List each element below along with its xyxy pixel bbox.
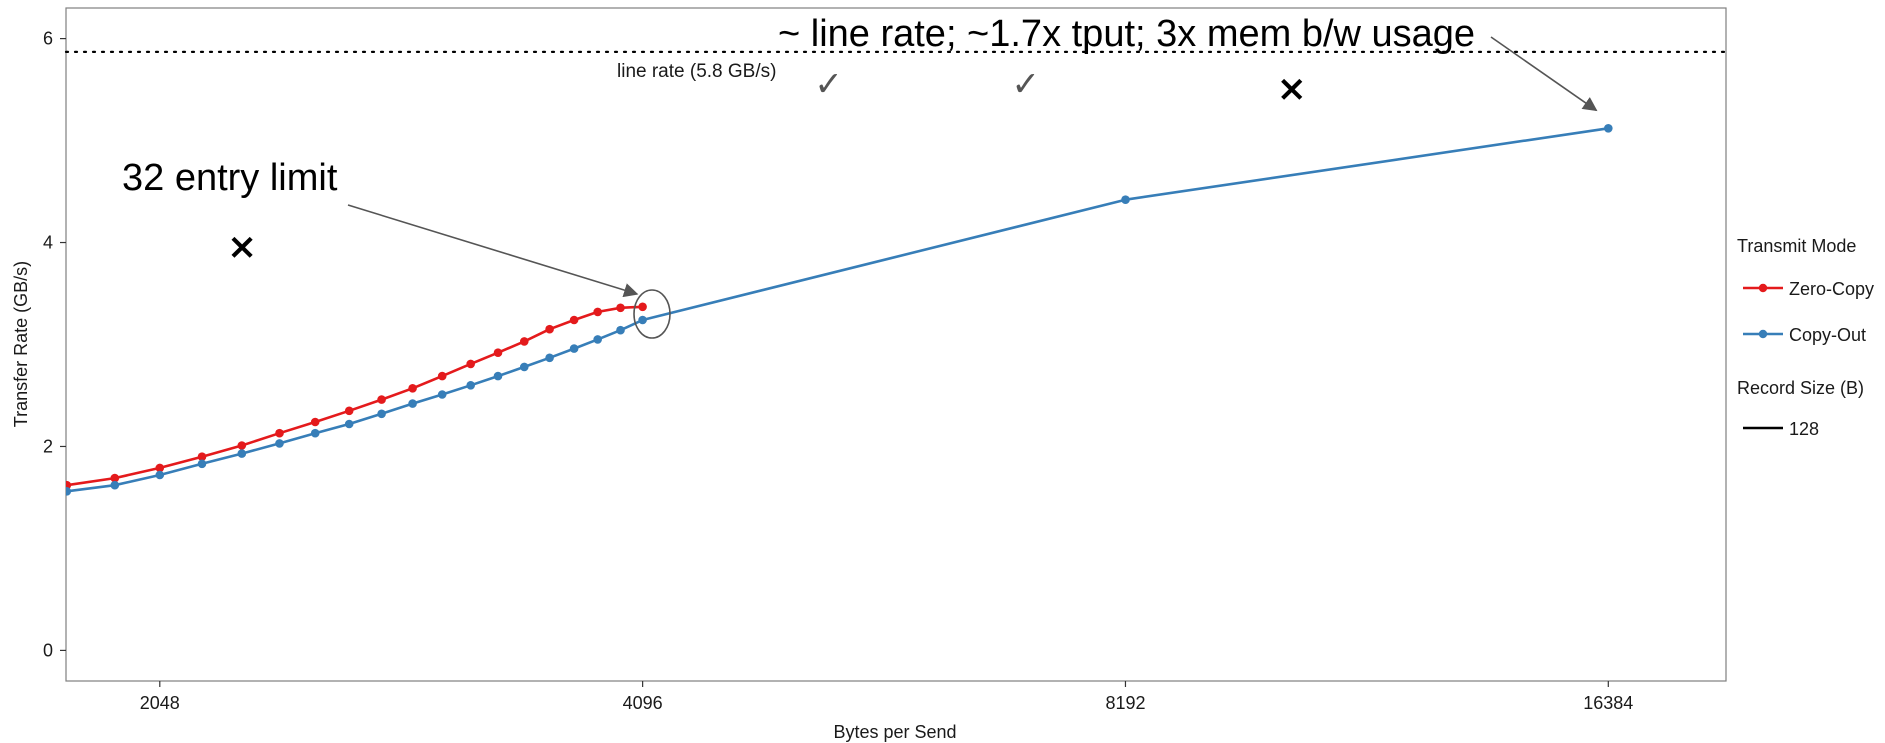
x-tick-label-16384: 16384 <box>1583 693 1633 713</box>
data-point-copy-out-2048 <box>155 470 165 480</box>
reference-line-group: line rate (5.8 GB/s) <box>64 50 1728 82</box>
data-point-zero-copy-3584 <box>545 324 554 334</box>
legend-key-copy-out-point <box>1758 329 1768 339</box>
data-point-copy-out-3840 <box>593 335 602 344</box>
y-axis-title: Transfer Rate (GB/s) <box>11 261 31 427</box>
data-point-zero-copy-3712 <box>569 315 579 325</box>
data-point-copy-out-2816 <box>377 409 386 419</box>
annotation-arrow-line-rate <box>1490 36 1598 112</box>
axes: 2048 4096 8192 16384 0 2 4 6 <box>43 29 1633 713</box>
y-tick-label-2: 2 <box>43 436 53 456</box>
data-point-copy-out-2304 <box>237 449 247 458</box>
y-tick-label-6: 6 <box>43 29 53 49</box>
data-point-zero-copy-1920 <box>110 473 120 483</box>
cross-mark-1: × <box>227 227 257 268</box>
data-point-zero-copy-2432 <box>275 428 284 438</box>
legend-title-transmit-mode: Transmit Mode <box>1737 236 1856 256</box>
legend-label-record-size-128: 128 <box>1789 419 1819 439</box>
data-point-copy-out-1920 <box>110 480 120 490</box>
annotation-32-entry-limit: 32 entry limit <box>122 157 338 199</box>
data-point-zero-copy-3968 <box>616 303 625 313</box>
data-point-zero-copy-3840 <box>593 307 602 317</box>
data-point-copy-out-3712 <box>569 344 579 353</box>
x-tick-label-2048: 2048 <box>140 693 180 713</box>
data-point-zero-copy-2944 <box>408 384 417 393</box>
data-point-copy-out-2944 <box>408 399 417 408</box>
data-point-zero-copy-2688 <box>344 406 354 416</box>
data-point-copy-out-3968 <box>616 325 625 335</box>
check-mark-2: ✓ <box>814 64 843 104</box>
data-point-copy-out-3072 <box>437 390 447 399</box>
annotation-layer: ~ line rate; ~1.7x tput; 3x mem b/w usag… <box>122 13 1598 339</box>
plot-panel <box>65 7 1727 682</box>
data-point-zero-copy-3200 <box>466 359 476 369</box>
annotation-arrow-32-entry <box>347 204 639 298</box>
data-point-zero-copy-3072 <box>437 371 447 381</box>
cross-mark-4: × <box>1277 69 1307 110</box>
data-point-copy-out-2560 <box>310 428 320 438</box>
data-point-zero-copy-2816 <box>377 395 386 404</box>
data-point-copy-out-3456 <box>520 362 529 372</box>
data-point-zero-copy-4096 <box>638 302 647 312</box>
check-mark-3: ✓ <box>1012 64 1041 104</box>
data-point-copy-out-16384 <box>1604 124 1613 133</box>
y-tick-label-0: 0 <box>43 640 53 660</box>
x-tick-label-4096: 4096 <box>623 693 663 713</box>
annotation-line-rate-summary: ~ line rate; ~1.7x tput; 3x mem b/w usag… <box>778 13 1475 55</box>
data-point-copy-out-1792 <box>66 487 72 496</box>
data-point-zero-copy-2560 <box>310 417 320 427</box>
legend-title-record-size: Record Size (B) <box>1737 378 1864 398</box>
data-point-copy-out-4096 <box>638 315 647 325</box>
data-point-copy-out-8192 <box>1121 195 1130 204</box>
data-point-zero-copy-3328 <box>493 348 503 358</box>
legend-label-copy-out: Copy-Out <box>1789 325 1866 345</box>
x-axis-title: Bytes per Send <box>833 722 956 742</box>
x-tick-label-8192: 8192 <box>1105 693 1145 713</box>
legend-label-zero-copy: Zero-Copy <box>1789 279 1874 299</box>
data-point-copy-out-2432 <box>275 439 284 448</box>
line-rate-label: line rate (5.8 GB/s) <box>617 61 776 82</box>
data-point-zero-copy-2048 <box>155 463 165 473</box>
data-point-copy-out-3200 <box>466 381 476 390</box>
data-point-zero-copy-2176 <box>197 452 207 462</box>
data-point-copy-out-3584 <box>545 353 554 363</box>
data-point-zero-copy-2304 <box>237 441 247 450</box>
annotation-limit-ellipse <box>633 289 671 339</box>
data-point-zero-copy-3456 <box>520 337 529 346</box>
legend-key-zero-copy-point <box>1758 283 1768 293</box>
data-point-copy-out-3328 <box>493 371 503 381</box>
data-point-copy-out-2176 <box>197 459 207 469</box>
data-point-copy-out-2688 <box>344 419 354 429</box>
legend: Transmit Mode Zero-Copy Copy-Out Record … <box>1737 236 1874 439</box>
y-tick-label-4: 4 <box>43 233 53 253</box>
series-layer <box>66 124 1613 496</box>
